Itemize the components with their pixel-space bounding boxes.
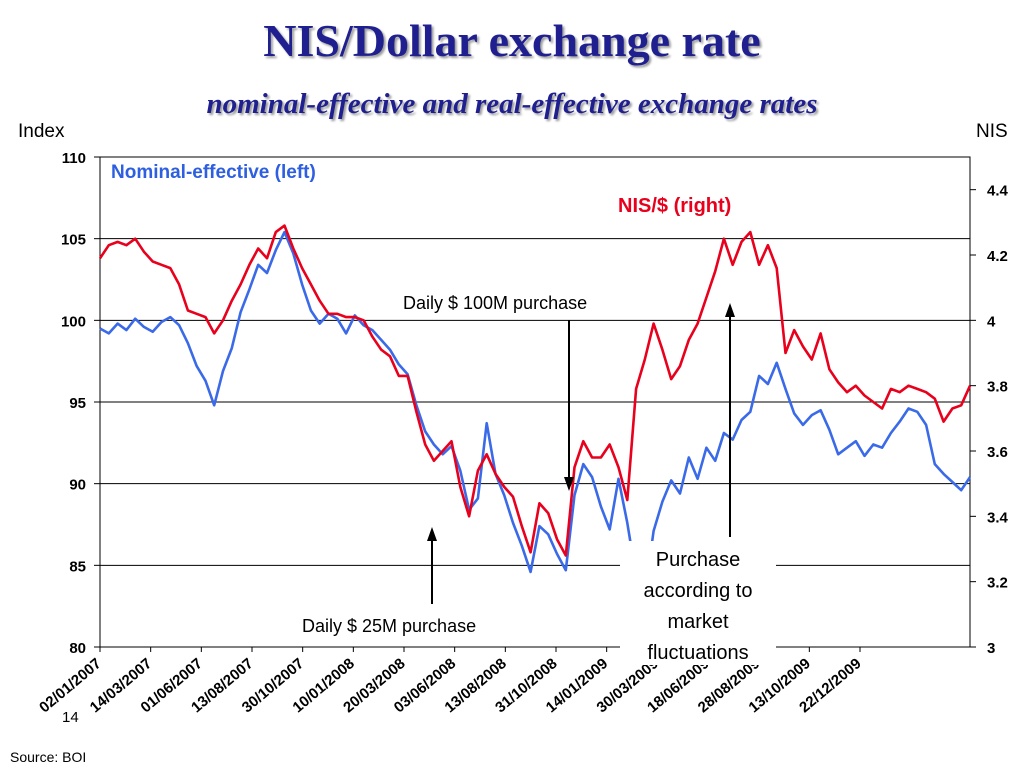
nominal-effective-line [99, 230, 972, 597]
annotation-market-text: Purchase according to market fluctuations [644, 549, 753, 664]
annotation-market-text-line: fluctuations [647, 642, 748, 664]
legend-nominal-effective: Nominal-effective (left) [111, 162, 316, 183]
right-tick-label: 4.2 [987, 248, 1008, 265]
annotation-market-bg [620, 541, 776, 665]
legend-nis-dollar: NIS/$ (right) [618, 195, 731, 217]
left-tick-label: 85 [69, 558, 86, 575]
annotation-25m-arrowhead [427, 527, 437, 541]
source-note: Source: BOI [10, 749, 87, 765]
page-subtitle: nominal-effective and real-effective exc… [206, 88, 818, 120]
right-axis-label: NIS [976, 121, 1008, 142]
annotation-market-text-line: according to [644, 580, 753, 602]
left-tick-label: 110 [62, 150, 86, 167]
annotation-25m-bg [298, 608, 526, 636]
annotation-100m-text: Daily $ 100M purchase [403, 293, 587, 313]
left-tick-label: 100 [61, 313, 86, 330]
right-tick-label: 4 [987, 313, 996, 330]
plot-frame [99, 156, 971, 648]
right-tick-label: 3.2 [987, 575, 1008, 592]
left-tick-label: 80 [69, 640, 86, 657]
left-axis-label: Index [18, 121, 65, 142]
left-tick-label: 90 [69, 477, 86, 494]
left-tick-label: 105 [61, 232, 86, 249]
annotation-market-arrowhead [725, 303, 735, 317]
nis-dollar-line [98, 224, 972, 557]
annotation-100m-arrowhead [564, 477, 574, 491]
right-tick-label: 4.4 [987, 183, 1009, 200]
annotation-market-text-line: Purchase [656, 549, 741, 571]
annotation-market-text-line: market [667, 611, 729, 633]
annotation-25m-text: Daily $ 25M purchase [302, 616, 476, 636]
right-tick-label: 3 [987, 640, 995, 657]
right-tick-label: 3.4 [987, 509, 1009, 526]
right-tick-label: 3.8 [987, 379, 1008, 396]
left-tick-label: 95 [69, 395, 86, 412]
page-title: NIS/Dollar exchange rate [263, 15, 761, 66]
annotation-100m-bg [398, 289, 638, 317]
right-tick-label: 3.6 [987, 444, 1008, 461]
slide-number: 14 [62, 709, 79, 726]
